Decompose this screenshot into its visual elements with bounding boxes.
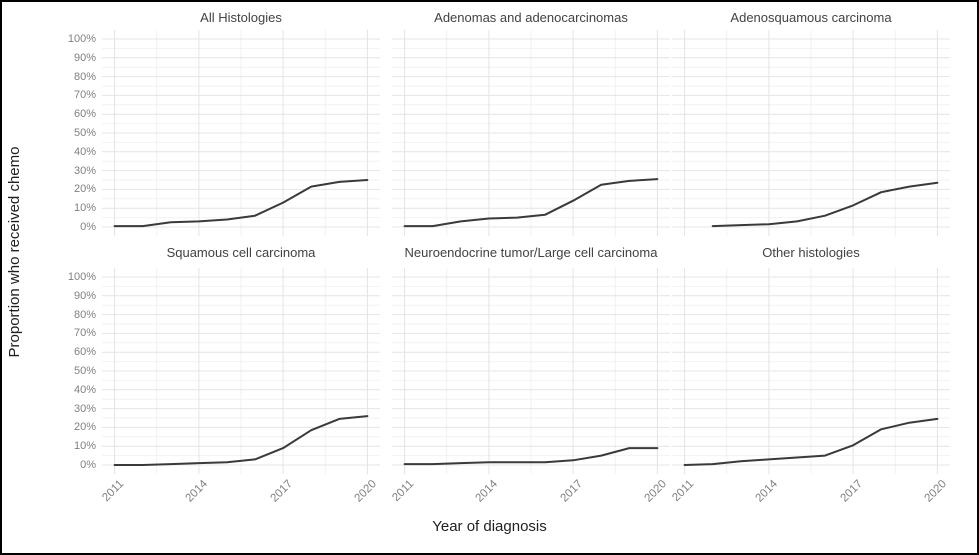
x-tick-label: 2011 bbox=[100, 478, 127, 504]
y-tick-label: 70% bbox=[73, 89, 96, 102]
y-tick-label: 0% bbox=[80, 221, 96, 233]
facet-panel-adenomas-and-adenocarcinomas bbox=[392, 30, 670, 236]
y-tick-label: 60% bbox=[73, 346, 96, 359]
trend-line bbox=[403, 178, 659, 228]
y-tick-label: 30% bbox=[73, 164, 96, 177]
x-tick-label: 2020 bbox=[352, 478, 379, 505]
trend-line bbox=[683, 417, 939, 466]
facet-title: Adenomas and adenocarcinomas bbox=[434, 9, 628, 25]
facet-panel-other-histologies bbox=[672, 268, 950, 474]
y-tick-label: 30% bbox=[73, 402, 96, 415]
x-tick-label: 2011 bbox=[390, 478, 417, 504]
y-tick-label: 0% bbox=[80, 459, 96, 471]
y-tick-label: 10% bbox=[73, 440, 96, 453]
y-tick-label: 100% bbox=[67, 33, 96, 45]
facet-title: All Histologies bbox=[200, 9, 282, 25]
x-tick-label: 2020 bbox=[642, 478, 669, 505]
gridlines bbox=[102, 268, 380, 474]
facet-title: Other histologies bbox=[762, 244, 860, 260]
facet-panel-neuroendocrine-tumor-large-cell-carcinoma bbox=[392, 268, 670, 474]
x-tick-label: 2014 bbox=[183, 478, 211, 505]
trend-line bbox=[403, 447, 659, 466]
x-tick-label: 2017 bbox=[268, 478, 295, 505]
y-tick-label: 90% bbox=[73, 51, 96, 64]
x-tick-label: 2011 bbox=[670, 478, 697, 504]
y-tick-label: 60% bbox=[73, 108, 96, 121]
x-tick-label: 2014 bbox=[473, 478, 501, 505]
y-tick-label: 20% bbox=[73, 183, 96, 196]
facet-title: Adenosquamous carcinoma bbox=[730, 9, 892, 25]
gridlines bbox=[392, 268, 670, 474]
gridlines bbox=[672, 268, 950, 474]
y-tick-label: 80% bbox=[73, 70, 96, 83]
gridlines bbox=[102, 30, 380, 236]
x-tick-label: 2020 bbox=[922, 478, 949, 505]
facet-title: Squamous cell carcinoma bbox=[166, 244, 316, 260]
trend-line bbox=[113, 415, 369, 466]
y-tick-label: 80% bbox=[73, 308, 96, 321]
y-tick-label: 90% bbox=[73, 289, 96, 302]
y-tick-label: 100% bbox=[67, 271, 96, 283]
y-tick-label: 20% bbox=[73, 421, 96, 434]
x-tick-label: 2014 bbox=[753, 478, 781, 505]
y-tick-label: 40% bbox=[73, 383, 96, 396]
gridlines bbox=[672, 30, 950, 236]
gridlines bbox=[392, 30, 670, 236]
trend-line bbox=[113, 179, 369, 228]
facet-panel-all-histologies bbox=[102, 30, 380, 236]
facet-title: Neuroendocrine tumor/Large cell carcinom… bbox=[404, 244, 658, 260]
trend-line bbox=[711, 181, 939, 228]
y-tick-label: 50% bbox=[73, 365, 96, 377]
y-tick-label: 70% bbox=[73, 327, 96, 340]
y-tick-label: 10% bbox=[73, 202, 96, 215]
y-tick-label: 50% bbox=[73, 127, 96, 139]
x-tick-label: 2017 bbox=[558, 478, 585, 505]
facet-panel-adenosquamous-carcinoma bbox=[672, 30, 950, 236]
x-axis-title: Year of diagnosis bbox=[432, 518, 547, 535]
y-axis-title: Proportion who received chemo bbox=[6, 146, 23, 358]
facet-panel-squamous-cell-carcinoma bbox=[102, 268, 380, 474]
y-tick-label: 40% bbox=[73, 145, 96, 158]
x-tick-label: 2017 bbox=[838, 478, 865, 505]
